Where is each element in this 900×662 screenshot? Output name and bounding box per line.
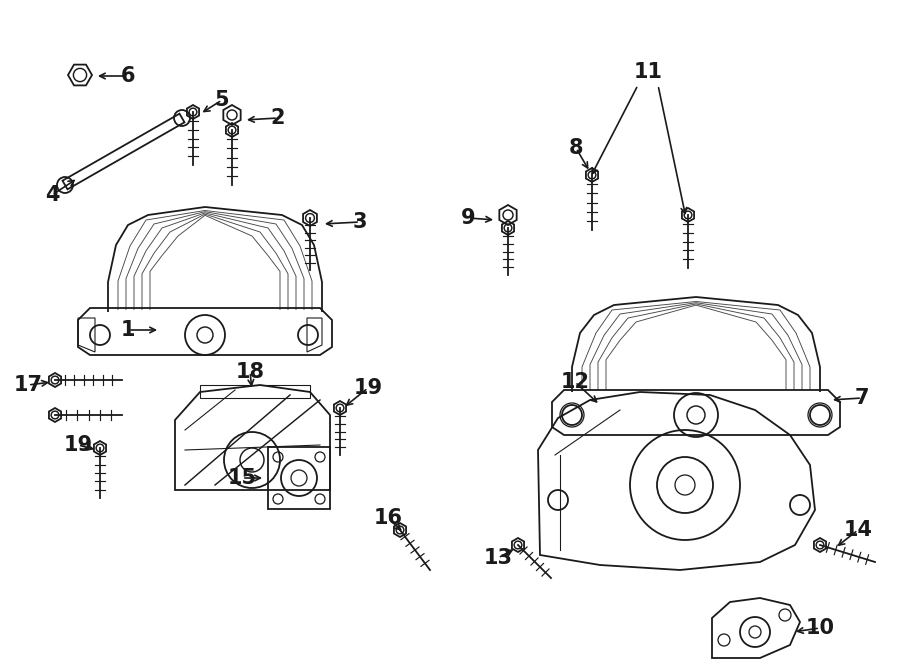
- Text: 9: 9: [461, 208, 475, 228]
- Text: 14: 14: [843, 520, 872, 540]
- Text: 4: 4: [45, 185, 59, 205]
- Text: 16: 16: [374, 508, 402, 528]
- Bar: [268, 447, 330, 509]
- Text: 15: 15: [228, 468, 256, 488]
- Text: 12: 12: [561, 372, 590, 392]
- Text: 18: 18: [236, 362, 265, 382]
- Text: 19: 19: [354, 378, 382, 398]
- Text: 19: 19: [63, 435, 93, 455]
- Text: 3: 3: [353, 212, 367, 232]
- Text: 17: 17: [14, 375, 42, 395]
- Text: 10: 10: [806, 618, 834, 638]
- Text: 1: 1: [121, 320, 135, 340]
- Text: 5: 5: [215, 90, 230, 110]
- Text: 8: 8: [569, 138, 583, 158]
- Text: 7: 7: [855, 388, 869, 408]
- Text: 13: 13: [483, 548, 512, 568]
- Text: 11: 11: [634, 62, 662, 82]
- Text: 6: 6: [121, 66, 135, 86]
- Text: 2: 2: [271, 108, 285, 128]
